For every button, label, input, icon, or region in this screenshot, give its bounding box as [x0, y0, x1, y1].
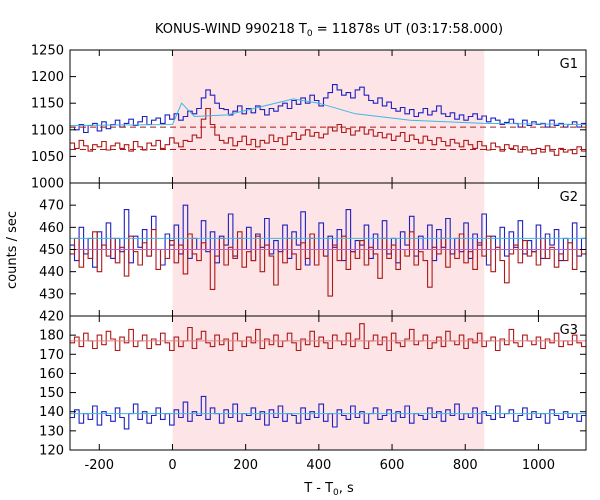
y-tick-label: 180	[39, 329, 64, 344]
y-tick-label: 1050	[31, 150, 64, 165]
x-axis-label-subscript: 0	[333, 488, 339, 498]
y-tick-label: 460	[39, 221, 64, 236]
y-tick-label: 420	[39, 310, 64, 325]
panel-label: G2	[560, 190, 578, 205]
y-tick-label: 1100	[31, 123, 64, 138]
x-axis-label: T - T0, s	[303, 481, 354, 498]
x-tick-label: 400	[306, 458, 331, 473]
x-axis-label-rest: , s	[339, 481, 354, 496]
x-axis-label-main: T - T	[303, 481, 333, 496]
panel-g3: 120 130 140 150 160 170 180 G3	[39, 315, 587, 459]
x-tick-label: 600	[380, 458, 405, 473]
y-axis-label: counts / sec	[5, 211, 20, 289]
chart-title-rest: = 11878s UT (03:17:58.000)	[313, 22, 503, 37]
chart-title-main: KONUS-WIND 990218 T	[155, 22, 307, 37]
x-tick-label: 0	[168, 458, 176, 473]
y-tick-label: 1200	[31, 70, 64, 85]
y-tick-label: 430	[39, 287, 64, 302]
x-axis: -200 0 200 400 600 800 1000	[85, 458, 555, 473]
chart-title: KONUS-WIND 990218 T0 = 11878s UT (03:17:…	[155, 22, 503, 39]
y-tick-label: 450	[39, 243, 64, 258]
fit-line-1	[69, 98, 587, 126]
x-tick-label: 200	[233, 458, 258, 473]
shaded-interval	[172, 50, 485, 183]
panels-group: 1000 1050 1100 1150 1200 1250 G1 420 430 440 450 46…	[31, 44, 587, 459]
panel-label: G3	[560, 323, 578, 338]
y-tick-label: 1000	[31, 177, 64, 192]
y-tick-label: 470	[39, 199, 64, 214]
panel-frame	[69, 315, 587, 451]
y-tick-label: 1150	[31, 97, 64, 112]
y-tick-label: 130	[39, 424, 64, 439]
panel-label: G1	[560, 57, 578, 72]
x-tick-label: 800	[453, 458, 478, 473]
y-tick-label: 150	[39, 386, 64, 401]
series-step-1	[70, 84, 586, 134]
series-step-2	[70, 395, 586, 430]
series-step-2	[70, 107, 586, 156]
series-step-1	[70, 323, 586, 352]
y-tick-label: 120	[39, 444, 64, 459]
chart-title-subscript: 0	[307, 29, 313, 39]
y-tick-label: 440	[39, 265, 64, 280]
panel-g1: 1000 1050 1100 1150 1200 1250 G1	[31, 44, 587, 192]
x-tick-label: -200	[85, 458, 115, 473]
panel-g2: 420 430 440 450 460 470 G2	[39, 182, 587, 325]
y-tick-label: 160	[39, 367, 64, 382]
y-tick-label: 140	[39, 405, 64, 420]
y-tick-label: 1250	[31, 44, 64, 59]
y-tick-label: 170	[39, 348, 64, 363]
shaded-interval	[172, 316, 485, 450]
x-tick-label: 1000	[522, 458, 555, 473]
